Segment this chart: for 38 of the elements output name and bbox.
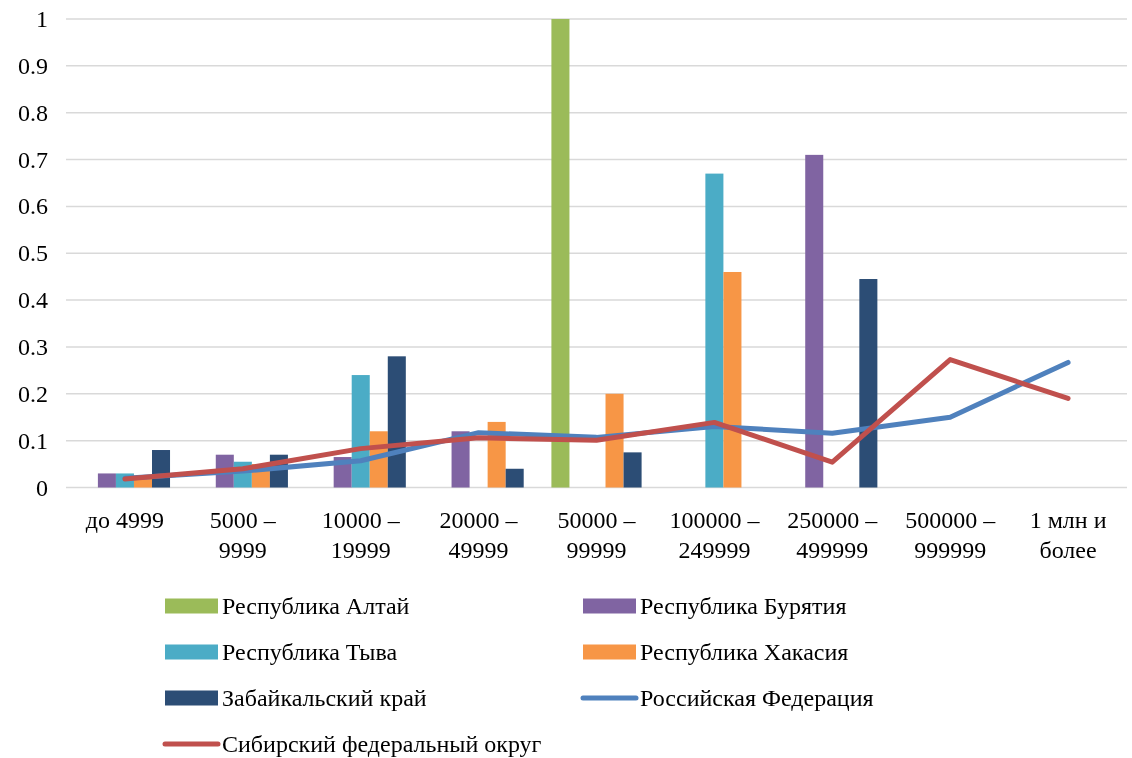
legend-label: Сибирский федеральный округ [222, 731, 542, 757]
y-tick-label: 0 [36, 474, 48, 501]
legend-label: Республика Бурятия [640, 593, 847, 619]
x-tick-label: 10000 – 19999 [321, 507, 401, 564]
bar [505, 468, 524, 488]
y-tick-label: 0.9 [18, 52, 48, 79]
legend-label: Российская Федерация [640, 685, 874, 711]
y-tick-label: 0.4 [18, 287, 48, 314]
x-tick-label: 50000 – 99999 [557, 507, 637, 564]
y-tick-label: 0.7 [18, 146, 48, 173]
x-tick-label: 20000 – 49999 [439, 507, 519, 564]
bar [705, 173, 724, 488]
y-tick-label: 1 [36, 6, 48, 32]
bar [623, 452, 642, 488]
bar [859, 279, 878, 488]
x-tick-label: 250000 – 499999 [787, 507, 879, 564]
bar [351, 375, 370, 488]
x-tick-label: 1 млн и более [1029, 507, 1107, 564]
y-tick-label: 0.1 [18, 427, 48, 454]
bar [605, 393, 624, 488]
y-tick-label: 0.5 [18, 240, 48, 267]
bar [805, 154, 824, 488]
y-tick-label: 0.2 [18, 380, 48, 407]
bar [387, 356, 406, 488]
y-tick-label: 0.3 [18, 333, 48, 360]
y-tick-label: 0.6 [18, 193, 48, 220]
x-tick-label: 100000 – 249999 [669, 507, 761, 564]
legend-label: Республика Тыва [222, 639, 398, 665]
x-tick-label: до 4999 [85, 507, 165, 534]
bar [551, 19, 570, 488]
bar [723, 271, 742, 488]
x-tick-label: 500000 – 999999 [905, 507, 997, 564]
x-tick-label: 5000 – 9999 [209, 507, 277, 564]
legend-label: Забайкальский край [222, 685, 427, 711]
legend-label: Республика Хакасия [640, 639, 849, 665]
bar [97, 473, 116, 488]
legend-label: Республика Алтай [222, 593, 410, 619]
y-tick-label: 0.8 [18, 99, 48, 126]
